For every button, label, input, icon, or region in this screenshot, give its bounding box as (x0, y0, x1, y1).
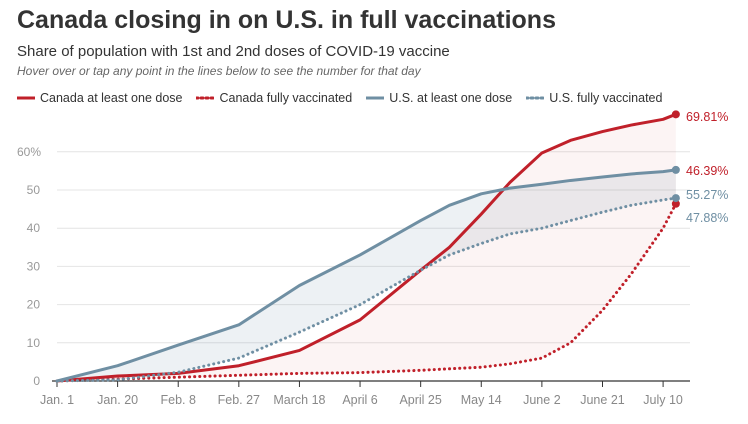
legend-item[interactable]: U.S. fully vaccinated (526, 91, 662, 105)
x-tick-label: May 14 (461, 393, 502, 407)
legend-label: Canada fully vaccinated (219, 91, 353, 105)
legend-label: Canada at least one dose (40, 91, 183, 105)
x-tick-label: July 10 (643, 393, 683, 407)
y-tick-label: 40 (27, 221, 41, 235)
end-value-label: 46.39% (686, 164, 728, 178)
x-tick-label: Jan. 1 (40, 393, 74, 407)
x-tick-label: June 2 (523, 393, 561, 407)
x-tick-label: March 18 (273, 393, 325, 407)
y-tick-label: 0 (33, 374, 40, 388)
chart-subtitle: Share of population with 1st and 2nd dos… (17, 43, 450, 60)
legend-item[interactable]: Canada fully vaccinated (196, 91, 352, 105)
legend-item[interactable]: U.S. at least one dose (366, 91, 512, 105)
legend-swatch (526, 96, 545, 100)
end-value-label: 69.81% (686, 110, 728, 124)
chart-title: Canada closing in on U.S. in full vaccin… (17, 6, 556, 34)
legend-label: U.S. at least one dose (389, 91, 513, 105)
series-endpoint[interactable] (671, 194, 680, 203)
legend-label: U.S. fully vaccinated (549, 91, 663, 105)
series-endpoint[interactable] (671, 110, 680, 119)
x-tick-label: April 6 (342, 393, 377, 407)
series-line-3[interactable] (55, 196, 678, 383)
legend-swatch (17, 96, 35, 100)
canada-gap-area (57, 114, 676, 381)
end-value-label: 55.27% (686, 188, 728, 202)
legend: Canada at least one dose Canada fully vac… (17, 91, 662, 105)
series-endpoint[interactable] (671, 165, 680, 174)
x-tick-label: Feb. 27 (218, 393, 260, 407)
y-tick-label: 20 (27, 298, 41, 312)
series-line-2[interactable] (55, 168, 678, 383)
legend-swatch (196, 96, 215, 100)
series-endpoint[interactable] (671, 199, 680, 208)
x-tick-label: Feb. 8 (161, 393, 196, 407)
chart-note: Hover over or tap any point in the lines… (17, 64, 421, 78)
x-tick-label: Jan. 20 (97, 393, 138, 407)
y-tick-label: 50 (27, 183, 41, 197)
series-line-1[interactable] (55, 202, 678, 383)
series-line-0[interactable] (55, 112, 678, 383)
legend-item[interactable]: Canada at least one dose (17, 91, 182, 105)
us-gap-area (57, 169, 676, 381)
legend-swatch (366, 96, 385, 100)
x-tick-label: June 21 (580, 393, 625, 407)
end-value-label: 47.88% (686, 211, 728, 225)
x-tick-label: April 25 (399, 393, 441, 407)
y-tick-label: 60% (17, 145, 41, 159)
y-tick-label: 10 (27, 336, 41, 350)
y-tick-label: 30 (27, 259, 41, 273)
